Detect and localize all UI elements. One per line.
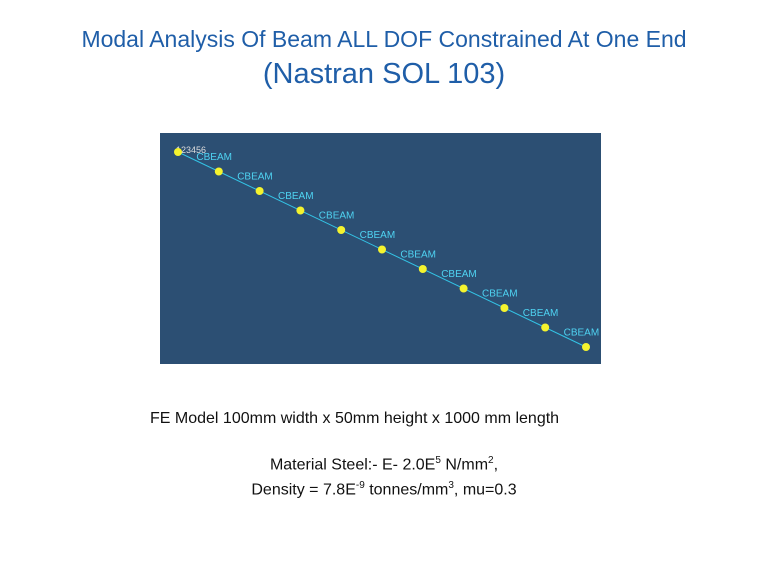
beam-node	[296, 206, 305, 215]
density-exponent: -9	[355, 480, 365, 491]
beam-model-drawing: 123456 CBEAMCBEAMCBEAMCBEAMCBEAMCBEAMCBE…	[174, 145, 599, 351]
element-label: CBEAM	[278, 191, 314, 202]
element-label: CBEAM	[360, 230, 396, 241]
beam-node	[541, 323, 550, 332]
element-label: CBEAM	[237, 171, 273, 182]
beam-node	[459, 284, 468, 293]
beam-node	[174, 148, 182, 156]
beam-node	[500, 304, 509, 312]
beam-node	[418, 265, 427, 273]
beam-node	[582, 343, 590, 351]
element-label-group: CBEAM CBEAM CBEAM CBEAM CBEAM CBEAM CBEAM CBEAM…	[196, 152, 599, 338]
material-line-2-suffix: , mu=0.3	[453, 481, 517, 499]
material-line-2: Density = 7.8E-9 tonnes/mm3, mu=0.3	[0, 480, 768, 499]
beam-node	[337, 226, 346, 234]
element-label: CBEAM	[482, 288, 518, 299]
material-line-1: Material Steel:- E- 2.0E5 N/mm2,	[0, 455, 768, 474]
beam-node	[255, 187, 264, 195]
material-line-2-prefix: Density = 7.8E	[251, 481, 356, 499]
unit-exponent-2: 3	[448, 480, 454, 491]
model-caption: FE Model 100mm width x 50mm height x 100…	[150, 410, 560, 427]
modulus-exponent: 5	[435, 455, 441, 466]
element-label: CBEAM	[441, 269, 477, 280]
beam-node	[214, 167, 223, 176]
material-line-1-prefix: Material Steel:- E- 2.0E	[269, 456, 436, 474]
material-line-1-unit: N/mm	[440, 456, 489, 474]
beam-node	[378, 245, 386, 254]
unit-exponent-1: 2	[488, 455, 494, 466]
element-label: CBEAM	[400, 249, 436, 260]
fe-model-viewport: 123456 CBEAM CBEAM CBEAM CBEAM CBEAM CBEAM CBE…	[160, 133, 601, 364]
element-label: CBEAM	[196, 152, 232, 163]
slide-subtitle: (Nastran SOL 103)	[262, 58, 506, 90]
element-label: CBEAM	[319, 210, 355, 221]
slide-title: Modal Analysis Of Beam ALL DOF Constrain…	[81, 26, 687, 52]
element-label: CBEAM	[523, 308, 559, 319]
material-line-2-unit: tonnes/mm	[364, 481, 449, 499]
material-line-1-suffix: ,	[493, 456, 499, 474]
element-label: CBEAM	[564, 327, 600, 338]
constraint-label: 123456	[176, 145, 206, 155]
node-group	[174, 148, 590, 351]
